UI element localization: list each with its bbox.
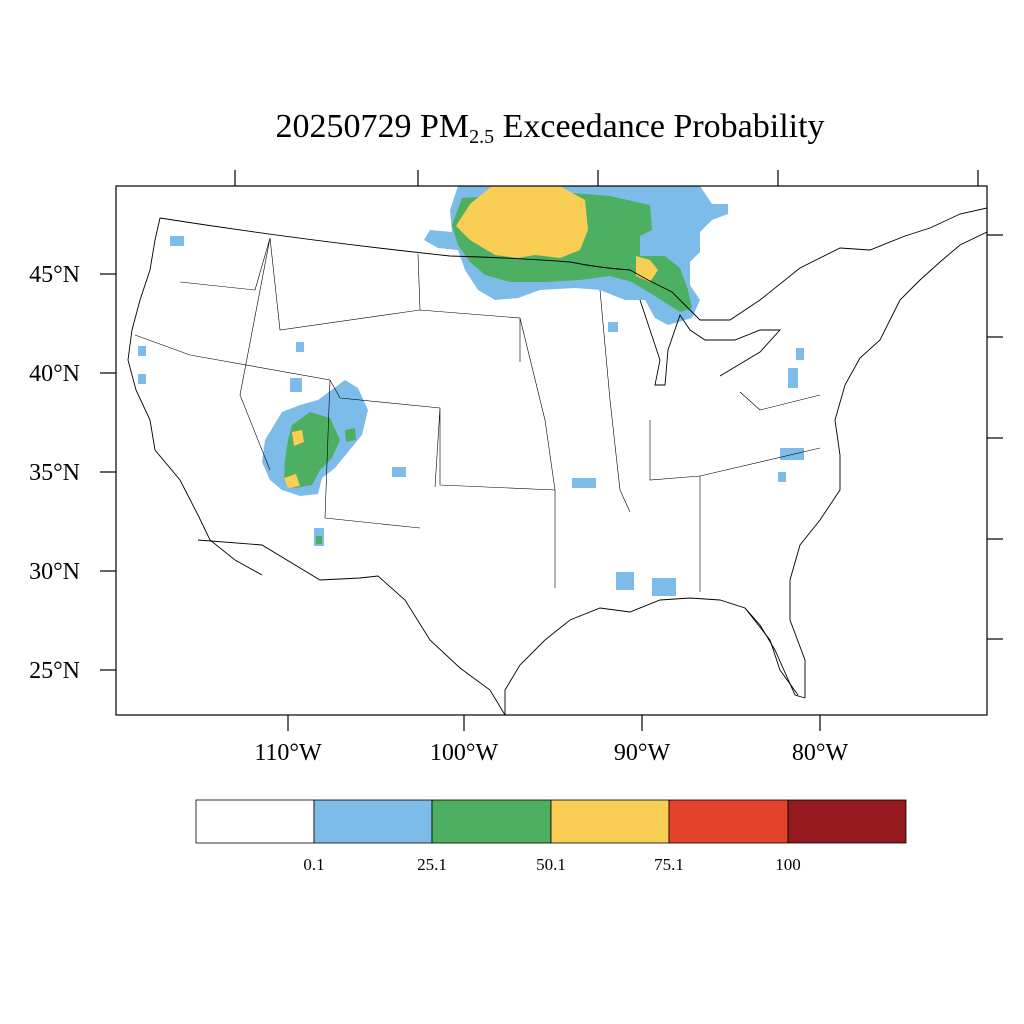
lon-label: 90°W — [614, 740, 671, 766]
region-yellow-lake — [636, 256, 658, 282]
colorbar-label: 100 — [775, 855, 801, 874]
top-ticks — [234, 170, 979, 186]
east-coast — [789, 231, 987, 698]
state-borders — [134, 237, 821, 592]
patch-blue — [138, 346, 146, 356]
probability-regions — [138, 186, 804, 596]
colorbar-box — [195, 799, 315, 844]
patch-blue — [616, 572, 634, 590]
latitude-labels: 45°N 40°N 35°N 30°N 25°N — [29, 262, 80, 684]
patch-blue — [572, 478, 596, 488]
lon-label: 100°W — [430, 740, 499, 766]
right-ticks — [987, 234, 1003, 640]
colorbar-box — [313, 799, 433, 844]
colorbar-box — [431, 799, 552, 844]
patch-blue — [170, 236, 184, 246]
patch-blue — [652, 578, 676, 596]
patch-blue — [788, 368, 798, 388]
title-date: 20250729 — [275, 108, 412, 145]
colorbar-box — [550, 799, 670, 844]
region-yellow-sw2 — [284, 474, 300, 488]
colorbar-label: 50.1 — [536, 855, 566, 874]
patch-green — [316, 536, 322, 544]
left-ticks — [100, 273, 116, 671]
lat-label: 30°N — [29, 559, 80, 585]
patch-blue — [392, 467, 406, 477]
longitude-labels: 110°W 100°W 90°W 80°W — [254, 740, 848, 766]
region-yellow-north — [456, 186, 588, 258]
title-subscript: 2.5 — [469, 126, 495, 148]
patch-blue — [138, 374, 146, 384]
map-title: 20250729 PM2.5 Exceedance Probability — [0, 108, 1024, 149]
colorbar-box — [787, 799, 907, 844]
mexico-border — [197, 539, 506, 715]
title-rest: Exceedance Probability — [494, 108, 825, 145]
lon-label: 110°W — [254, 740, 322, 766]
canada-border — [159, 207, 987, 321]
great-lakes — [639, 299, 782, 386]
gulf-coast — [504, 597, 806, 715]
region-yellow-sw1 — [292, 430, 304, 446]
map-frame — [115, 185, 988, 716]
colorbar-label: 25.1 — [417, 855, 447, 874]
colorbar-label: 0.1 — [303, 855, 324, 874]
patch-blue — [796, 348, 804, 360]
colorbar-label: 75.1 — [654, 855, 684, 874]
colorbar: 0.1 25.1 50.1 75.1 100 — [195, 799, 907, 874]
us-coastline-west — [127, 217, 263, 576]
lat-label: 40°N — [29, 361, 80, 387]
patch-blue — [608, 322, 618, 332]
patch-blue — [780, 448, 804, 460]
colorbar-box — [668, 799, 789, 844]
lon-label: 80°W — [792, 740, 849, 766]
patch-blue — [296, 342, 304, 352]
lat-label: 45°N — [29, 262, 80, 288]
geography-outlines — [127, 207, 987, 715]
bottom-ticks — [287, 715, 821, 731]
patch-blue — [778, 472, 786, 482]
patch-blue — [290, 378, 302, 392]
title-pm: PM — [419, 108, 470, 145]
lat-label: 35°N — [29, 460, 80, 486]
region-green-sw-north — [345, 428, 356, 442]
florida — [744, 607, 799, 696]
lat-label: 25°N — [29, 658, 80, 684]
